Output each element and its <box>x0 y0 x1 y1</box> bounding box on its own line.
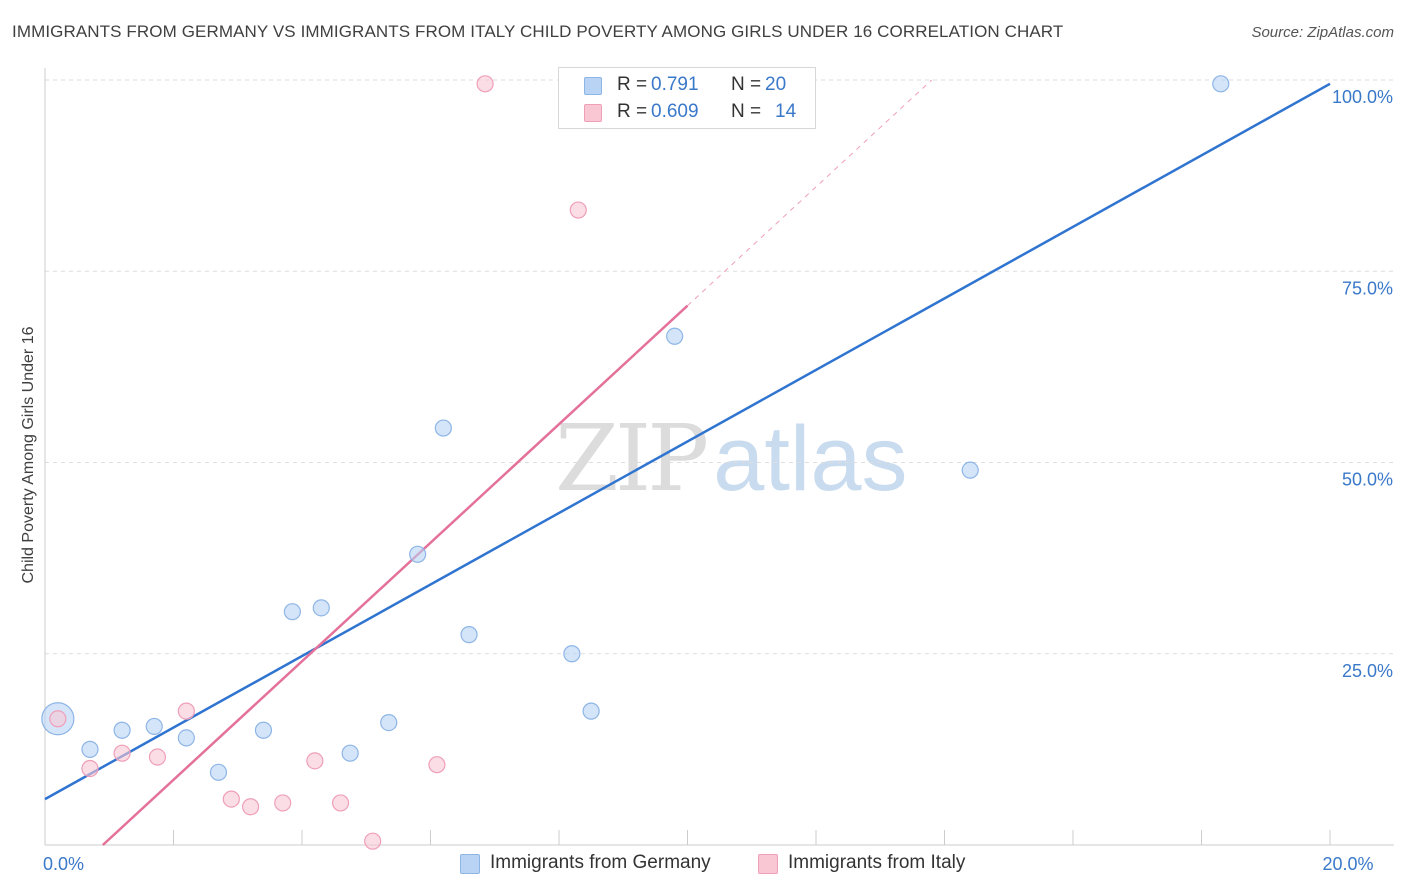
italy-point <box>364 832 382 850</box>
n-value: 20 <box>765 74 787 95</box>
legend-label-germany: Immigrants from Germany <box>490 852 711 873</box>
tick-label-layer: 25.0% 50.0% 75.0% 100.0% 0.0% 20.0% <box>43 87 1393 874</box>
germany-point <box>254 721 273 739</box>
italy-point <box>242 798 260 816</box>
germany-point <box>81 740 99 758</box>
italy-point <box>274 794 292 812</box>
y-axis-label: Child Poverty Among Girls Under 16 <box>20 326 37 583</box>
germany-point <box>177 729 195 747</box>
italy-point <box>331 794 350 812</box>
watermark-zip: ZIP <box>555 405 709 512</box>
germany-trendline <box>44 82 1331 801</box>
watermark: ZIPatlas <box>555 405 908 512</box>
grid-layer <box>45 79 1394 655</box>
r-value: 0.609 <box>651 101 699 122</box>
germany-point <box>209 763 228 781</box>
italy-point <box>476 75 494 93</box>
italy-trendline <box>101 304 689 846</box>
y-tick-label: 25.0% <box>1342 661 1393 681</box>
germany-point <box>341 744 359 762</box>
germany-point <box>145 717 163 736</box>
axis-layer <box>44 68 1394 846</box>
x-tick-label: 20.0% <box>1322 854 1373 874</box>
y-tick-label: 50.0% <box>1342 470 1393 490</box>
germany-point <box>434 419 452 437</box>
n-label: N = <box>731 101 762 122</box>
germany-point <box>312 599 330 617</box>
germany-point <box>409 545 427 563</box>
y-tick-label: 75.0% <box>1342 278 1393 298</box>
italy-swatch <box>584 104 602 122</box>
germany-point <box>1212 75 1230 93</box>
chart-title: IMMIGRANTS FROM GERMANY VS IMMIGRANTS FR… <box>12 22 1064 41</box>
italy-point <box>569 201 587 219</box>
italy-point <box>49 710 67 728</box>
r-value: 0.791 <box>651 74 699 95</box>
germany-point <box>380 713 398 732</box>
germany-swatch <box>584 77 602 95</box>
italy-point <box>428 756 446 774</box>
x-tick-label: 0.0% <box>43 854 84 874</box>
watermark-atlas: atlas <box>713 408 908 510</box>
r-label: R = <box>617 74 648 95</box>
italy-point <box>222 790 240 808</box>
point-layer <box>41 75 1230 850</box>
germany-point <box>113 721 131 739</box>
n-label: N = <box>731 74 762 95</box>
trendline-layer <box>44 79 1331 846</box>
germany-point <box>666 327 684 345</box>
source-label: Source: ZipAtlas.com <box>1251 24 1394 41</box>
italy-legend-swatch <box>758 854 778 874</box>
r-label: R = <box>617 101 648 122</box>
germany-point <box>283 603 301 621</box>
italy-point <box>306 752 324 770</box>
germany-legend-swatch <box>460 854 480 874</box>
italy-point <box>177 702 195 720</box>
italy-point <box>81 759 99 778</box>
italy-point <box>148 748 167 766</box>
correlation-legend: R = 0.791 N = 20 R = 0.609 N = 14 <box>558 67 816 129</box>
germany-point <box>961 461 979 479</box>
germany-point <box>563 645 581 663</box>
germany-point <box>582 702 600 720</box>
germany-point <box>460 626 478 644</box>
legend-label-italy: Immigrants from Italy <box>788 852 966 873</box>
y-tick-label: 100.0% <box>1332 87 1393 107</box>
n-value: 14 <box>775 101 797 122</box>
italy-point <box>113 744 131 762</box>
